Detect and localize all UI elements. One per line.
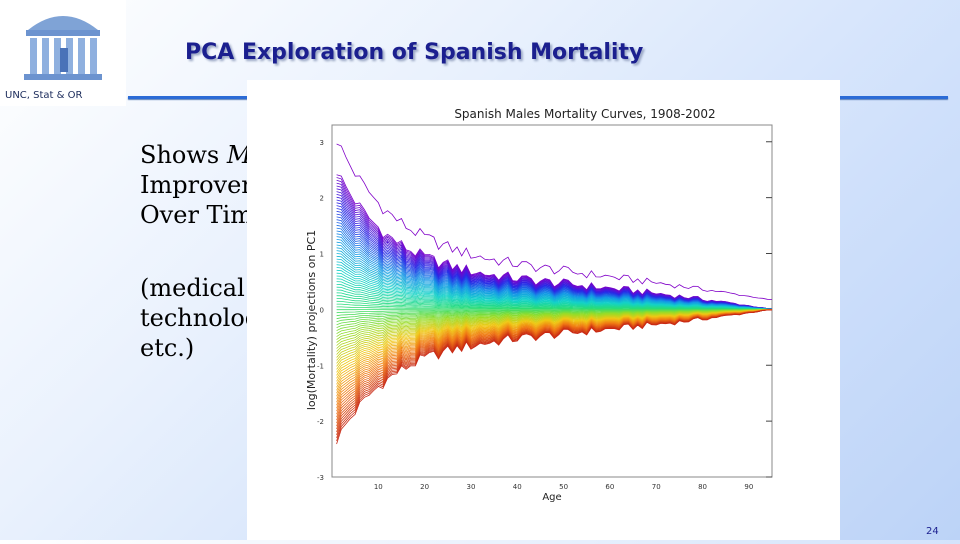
chart-panel: Spanish Males Mortality Curves, 1908-200… [247, 80, 840, 540]
mortality-chart: Spanish Males Mortality Curves, 1908-200… [247, 80, 840, 540]
chart-title: Spanish Males Mortality Curves, 1908-200… [454, 107, 715, 121]
x-tick-label: 50 [559, 483, 568, 491]
x-tick-label: 70 [652, 483, 661, 491]
old-well-logo-icon [20, 8, 106, 84]
logo-panel: UNC, Stat & OR [0, 0, 126, 106]
y-tick-label: 1 [320, 251, 324, 259]
y-tick-label: 2 [320, 195, 324, 203]
y-tick-label: 0 [320, 306, 324, 314]
x-tick-label: 80 [698, 483, 707, 491]
page-number: 24 [926, 526, 939, 537]
mortality-curve [337, 144, 772, 300]
y-tick-label: -2 [317, 418, 324, 426]
y-tick-label: -3 [317, 474, 324, 482]
y-axis-label: log(Mortality) projections on PC1 [305, 230, 318, 410]
y-tick-label: 3 [320, 139, 324, 147]
y-tick-label: -1 [317, 362, 324, 370]
x-tick-label: 60 [605, 483, 614, 491]
slide-title: PCA Exploration of Spanish Mortality [185, 40, 643, 65]
x-tick-label: 90 [744, 483, 753, 491]
x-tick-label: 20 [420, 483, 429, 491]
x-axis-label: Age [542, 492, 561, 503]
affiliation-label: UNC, Stat & OR [5, 90, 82, 101]
x-tick-label: 40 [513, 483, 522, 491]
x-tick-label: 30 [466, 483, 475, 491]
x-tick-label: 10 [374, 483, 383, 491]
